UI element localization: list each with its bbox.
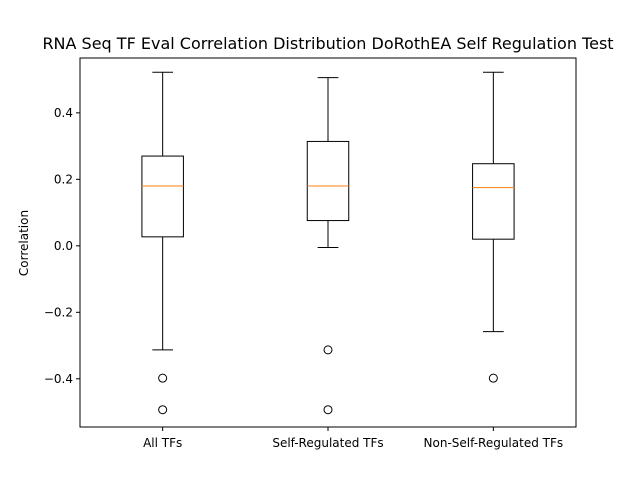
y-tick-label: 0.4 — [54, 106, 73, 120]
y-tick-label: 0.2 — [54, 172, 73, 186]
y-tick-label: −0.4 — [44, 372, 73, 386]
plot-area — [141, 71, 515, 415]
y-tick-label: −0.2 — [44, 305, 73, 319]
x-axis: All TFs Self-Regulated TFs Non-Self-Regula… — [143, 427, 563, 450]
y-axis: 0.4 0.2 0.0 −0.2 −0.4 — [44, 106, 80, 386]
outlier-point — [323, 345, 333, 355]
outlier-point — [488, 373, 498, 383]
box-iqr — [141, 155, 184, 238]
outlier-point — [323, 405, 333, 415]
chart-title: RNA Seq TF Eval Correlation Distribution… — [42, 34, 613, 53]
x-tick-label: All TFs — [143, 436, 182, 450]
box-iqr — [306, 140, 350, 222]
x-tick-label: Non-Self-Regulated TFs — [424, 436, 564, 450]
box-iqr — [472, 163, 515, 240]
x-tick-label: Self-Regulated TFs — [272, 436, 383, 450]
box-1 — [141, 71, 184, 415]
box-3 — [472, 71, 515, 383]
box-2 — [306, 77, 350, 415]
y-axis-label: Correlation — [17, 210, 31, 276]
outlier-point — [158, 373, 168, 383]
y-tick-label: 0.0 — [54, 239, 73, 253]
outlier-point — [158, 405, 168, 415]
